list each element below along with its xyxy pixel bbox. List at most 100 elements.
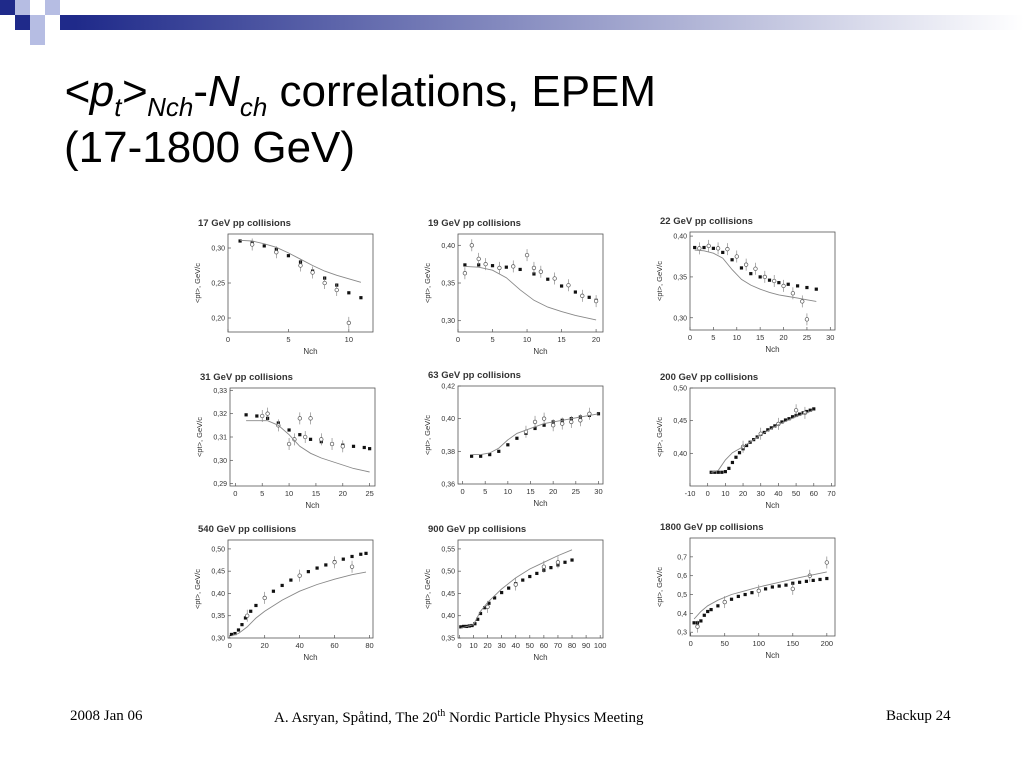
- model-point: [795, 284, 800, 288]
- chart-title: 31 GeV pp collisions: [200, 372, 293, 383]
- y-tick-label: 0,38: [441, 449, 455, 456]
- data-point: [334, 287, 339, 293]
- y-tick-label: 0,5: [677, 592, 687, 599]
- model-point: [743, 592, 747, 597]
- title-dash: -: [193, 67, 209, 116]
- title-sub-ch: ch: [239, 92, 268, 122]
- data-point: [580, 293, 585, 298]
- model-point: [587, 295, 591, 299]
- data-point: [310, 270, 315, 275]
- model-point: [470, 623, 474, 628]
- model-point: [364, 551, 368, 555]
- x-axis-label: Nch: [533, 653, 547, 662]
- data-point: [245, 613, 250, 618]
- model-point: [814, 287, 818, 291]
- chart-panel-31gev: 31 GeV pp collisions 0 5 10 15 20 25 0,29 0,30 0,…: [190, 366, 395, 516]
- data-point: [485, 604, 490, 609]
- footer-authors-sup: th: [437, 708, 446, 719]
- data-point: [566, 283, 571, 288]
- x-tick-label: 50: [526, 641, 534, 650]
- model-point: [478, 611, 483, 616]
- model-point: [271, 589, 276, 593]
- data-point: [793, 408, 799, 413]
- y-tick-label: 0,36: [441, 482, 455, 489]
- model-point: [542, 423, 546, 427]
- chart-title: 19 GeV pp collisions: [428, 218, 521, 229]
- x-tick-label: 20: [779, 333, 787, 342]
- model-point: [262, 244, 266, 248]
- data-point: [781, 283, 786, 289]
- model-point: [240, 623, 244, 627]
- chart-panel-900gev: 900 GeV pp collisions 0 10 20 30 40 50 60 70 80 90…: [418, 518, 623, 668]
- model-curve: [471, 413, 599, 456]
- model-point: [255, 414, 259, 418]
- model-point: [693, 245, 697, 250]
- data-point: [349, 564, 355, 569]
- y-tick-label: 0,33: [213, 388, 227, 395]
- x-tick-label: 15: [526, 487, 534, 496]
- y-tick-label: 0,50: [211, 546, 225, 553]
- model-point: [744, 443, 749, 448]
- model-point: [315, 566, 319, 570]
- x-tick-label: 40: [295, 641, 303, 650]
- data-point: [552, 276, 557, 281]
- x-tick-label: 20: [261, 641, 269, 650]
- y-tick-label: 0,35: [441, 281, 455, 288]
- model-point: [805, 409, 809, 414]
- plot-frame: [457, 385, 604, 485]
- data-point: [560, 421, 565, 426]
- y-tick-label: 0,55: [441, 546, 455, 553]
- x-tick-label: 50: [721, 639, 729, 648]
- model-curve: [464, 265, 597, 321]
- x-axis-label: Nch: [765, 501, 779, 510]
- model-point: [493, 596, 497, 600]
- data-point: [297, 416, 302, 421]
- model-point: [506, 443, 510, 447]
- plot-frame: [689, 537, 836, 637]
- data-point: [790, 586, 795, 592]
- chart-200gev: 200 GeV pp collisions -10 0 10 20 30 40 50 60 70 0…: [655, 372, 836, 510]
- x-tick-label: -10: [685, 489, 696, 498]
- model-point: [341, 557, 345, 561]
- model-point: [504, 265, 508, 269]
- x-axis-label: Nch: [305, 501, 319, 510]
- x-tick-label: 60: [330, 641, 338, 650]
- chart-1800gev: 1800 GeV pp collisions 0 50 100 150 200 0,3 0,4…: [655, 522, 836, 660]
- x-axis-label: Nch: [533, 499, 547, 508]
- x-tick-label: 100: [752, 639, 765, 648]
- y-axis-label: <pt>, GeV/c: [195, 417, 204, 457]
- model-point: [236, 628, 241, 632]
- x-tick-label: 0: [228, 641, 232, 650]
- data-point: [531, 265, 537, 271]
- x-tick-label: 20: [549, 487, 557, 496]
- data-point: [303, 434, 308, 440]
- title-line2: (17-1800 GeV): [64, 123, 356, 172]
- y-tick-label: 0,6: [677, 573, 687, 580]
- data-point: [513, 582, 518, 587]
- model-point: [798, 580, 802, 584]
- chart-panel-22gev: 22 GeV pp collisions 0 5 10 15 20 25 30 0,30 0,35…: [650, 210, 855, 360]
- y-tick-label: 0,30: [211, 636, 225, 643]
- data-point: [322, 280, 327, 286]
- x-tick-label: 50: [792, 489, 800, 498]
- y-tick-label: 0,35: [441, 636, 455, 643]
- x-tick-label: 20: [739, 489, 747, 498]
- plot-frame: [227, 539, 374, 639]
- model-point: [790, 415, 795, 419]
- chart-panel-19gev: 19 GeV pp collisions 0 5 10 15 20 0,30 0,35 0,40…: [418, 212, 623, 362]
- data-point: [286, 441, 292, 447]
- data-point: [260, 413, 265, 419]
- x-tick-label: 30: [757, 489, 765, 498]
- data-point: [308, 416, 313, 421]
- x-tick-label: 0: [457, 641, 461, 650]
- model-point: [469, 454, 474, 458]
- x-tick-label: 80: [365, 641, 373, 650]
- y-axis-label: <pt>, GeV/c: [655, 567, 664, 607]
- x-tick-label: 25: [572, 487, 580, 496]
- model-point: [490, 264, 495, 268]
- y-axis-label: <pt>, GeV/c: [423, 263, 432, 303]
- title-gt: >: [121, 67, 148, 116]
- model-point: [786, 282, 790, 286]
- plot-frame: [689, 387, 836, 487]
- x-axis-label: Nch: [765, 345, 779, 354]
